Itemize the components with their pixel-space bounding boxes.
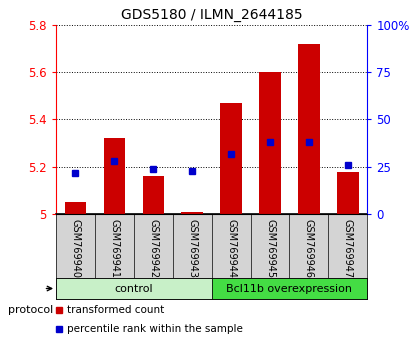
Bar [56,278,212,299]
Text: transformed count: transformed count [66,305,164,315]
Text: GSM769942: GSM769942 [148,219,158,278]
Text: Bcl11b overexpression: Bcl11b overexpression [227,284,352,293]
Bar [143,176,164,214]
Text: GSM769946: GSM769946 [304,219,314,278]
Text: control: control [115,284,153,293]
Bar [298,44,320,214]
Text: protocol: protocol [8,305,54,315]
Text: GSM769943: GSM769943 [187,219,197,278]
Bar [181,212,203,214]
Text: GSM769944: GSM769944 [226,219,236,278]
Text: GSM769940: GSM769940 [71,219,81,278]
Bar [212,278,367,299]
Text: GSM769947: GSM769947 [343,219,353,278]
Bar [337,172,359,214]
Text: GSM769941: GSM769941 [110,219,120,278]
Title: GDS5180 / ILMN_2644185: GDS5180 / ILMN_2644185 [121,8,303,22]
Text: GSM769945: GSM769945 [265,219,275,278]
Bar [104,138,125,214]
Bar [259,72,281,214]
Bar [65,202,86,214]
Text: percentile rank within the sample: percentile rank within the sample [66,324,242,334]
Bar [220,103,242,214]
